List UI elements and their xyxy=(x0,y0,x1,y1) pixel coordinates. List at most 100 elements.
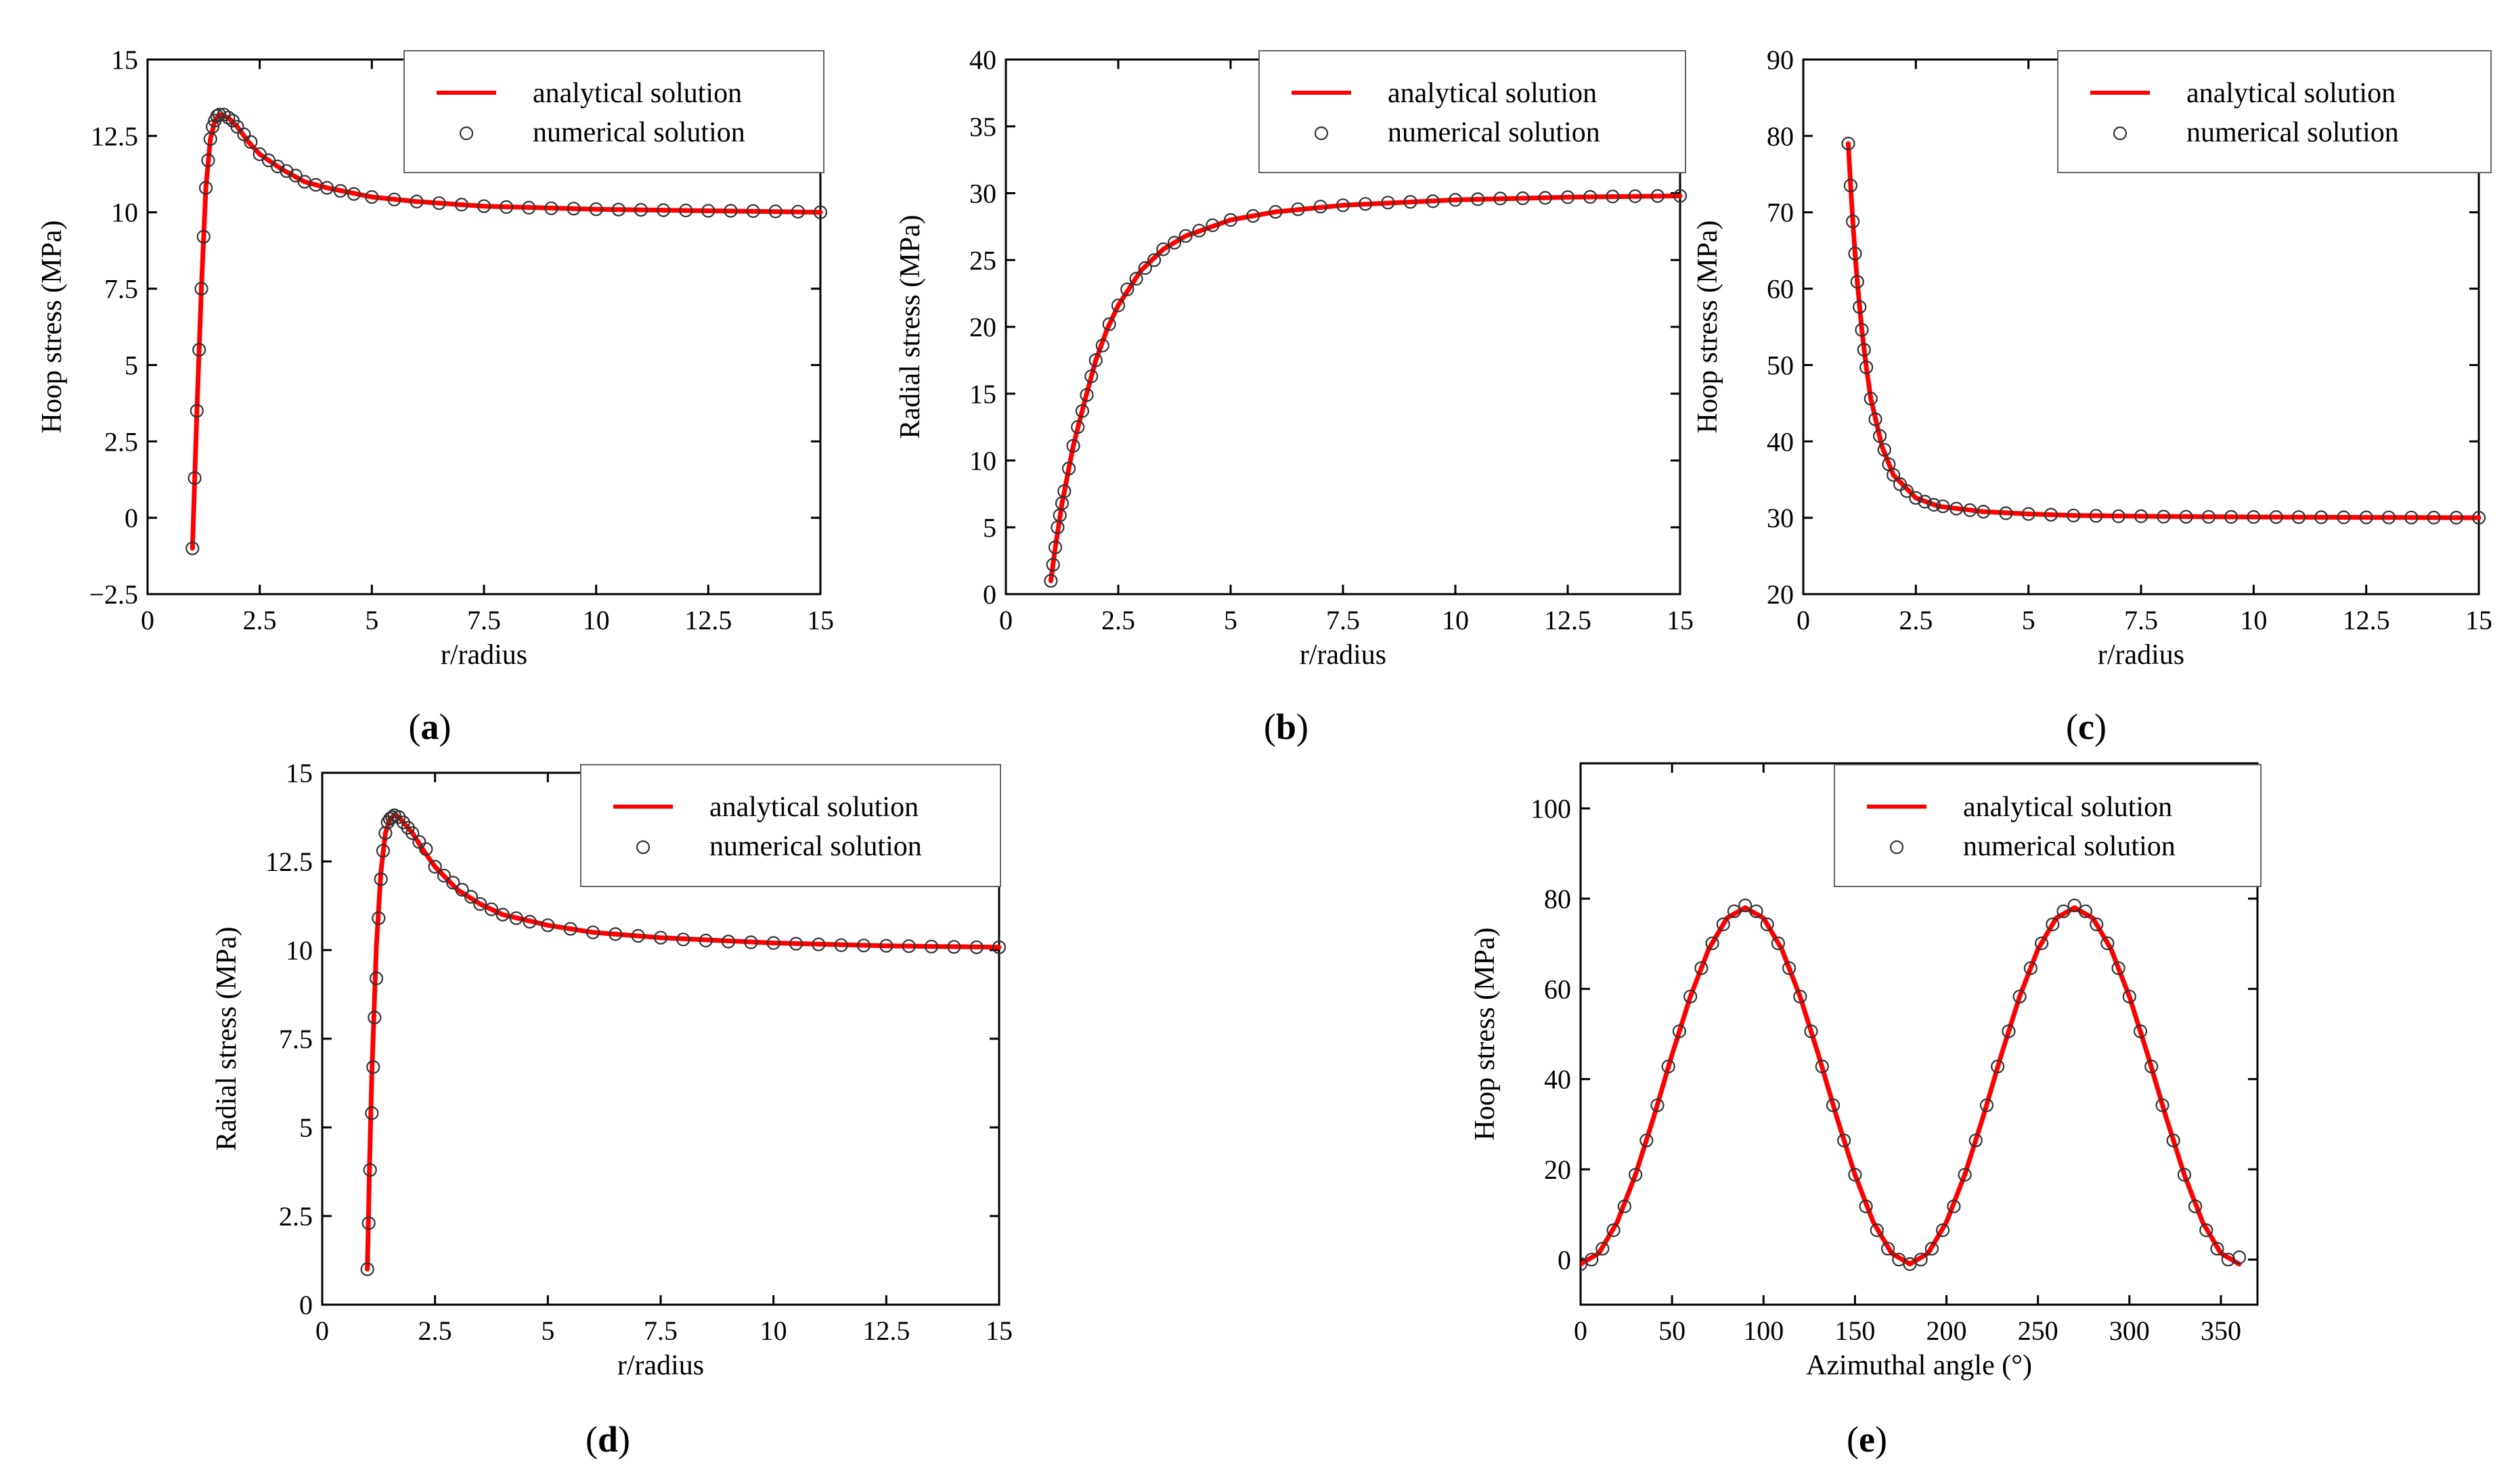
data-point-numerical xyxy=(237,127,251,141)
data-point-numerical xyxy=(2471,510,2486,525)
data-point-numerical xyxy=(1313,200,1327,214)
x-tick-label: 10 xyxy=(760,1316,787,1346)
panel-label: (c) xyxy=(2066,706,2107,747)
data-point-numerical xyxy=(2090,917,2104,932)
panel-label-open: ( xyxy=(586,1419,598,1460)
legend-label-numerical: numerical solution xyxy=(709,831,922,862)
data-point-numerical xyxy=(2078,904,2092,918)
x-axis-label: r/radius xyxy=(2098,639,2184,671)
data-point-numerical xyxy=(1583,189,1597,204)
y-tick-label: 40 xyxy=(1767,426,1794,457)
data-point-numerical xyxy=(2269,510,2283,524)
data-point-numerical xyxy=(902,939,916,953)
data-point-numerical xyxy=(455,882,469,897)
legend-marker-numerical xyxy=(459,126,474,141)
data-point-numerical xyxy=(1493,192,1507,206)
data-point-numerical xyxy=(744,935,758,949)
y-tick-label: 50 xyxy=(1767,350,1794,380)
panel-label-open: ( xyxy=(1264,706,1276,747)
chart-panel-e: 0 50 100 150 200 250 300 350 0 20 40 60 80 100 Azimuth… xyxy=(1470,762,2262,1460)
x-axis-label: Azimuthal angle (°) xyxy=(1806,1350,2032,1381)
legend-label-analytical: analytical solution xyxy=(709,792,919,823)
data-point-numerical xyxy=(947,940,961,954)
data-point-numerical xyxy=(1826,1098,1841,1112)
data-point-numerical xyxy=(1991,1059,2005,1074)
panel-label: (e) xyxy=(1847,1419,1887,1460)
x-tick-label: 15 xyxy=(986,1316,1013,1346)
data-point-numerical xyxy=(589,202,603,217)
data-point-numerical xyxy=(1837,1133,1851,1148)
legend-box xyxy=(580,764,1001,887)
x-tick-label: 2.5 xyxy=(1899,605,1933,635)
y-tick-label: 80 xyxy=(1767,121,1794,152)
data-point-numerical xyxy=(1936,1223,1950,1238)
data-point-numerical xyxy=(1381,196,1395,210)
legend-box xyxy=(2057,50,2492,173)
data-point-numerical xyxy=(634,203,648,217)
data-point-numerical xyxy=(1958,1167,1972,1182)
data-point-numerical xyxy=(746,204,760,218)
data-point-numerical xyxy=(1084,369,1099,384)
panel-label-close: ) xyxy=(439,706,451,747)
data-point-numerical xyxy=(1156,242,1170,256)
data-point-numerical xyxy=(2122,989,2136,1004)
data-point-numerical xyxy=(1857,342,1871,357)
y-axis-label: Hoop stress (MPa) xyxy=(1470,928,1501,1141)
data-point-numerical xyxy=(2157,510,2171,524)
data-point-numerical xyxy=(464,890,479,904)
data-point-numerical xyxy=(428,859,442,874)
plot-area xyxy=(360,808,1007,1276)
data-point-numerical xyxy=(1673,189,1688,203)
data-point-numerical xyxy=(679,203,693,218)
x-axis-label: r/radius xyxy=(1300,639,1386,671)
data-point-numerical xyxy=(1336,198,1350,212)
data-point-numerical xyxy=(924,939,939,953)
data-point-numerical xyxy=(724,204,738,218)
data-point-numerical xyxy=(2359,510,2373,524)
data-point-numerical xyxy=(812,937,826,951)
data-point-numerical xyxy=(1650,1098,1665,1112)
data-point-numerical xyxy=(192,342,206,357)
data-point-numerical xyxy=(1471,192,1485,206)
data-point-numerical xyxy=(1403,195,1417,209)
y-tick-label: 100 xyxy=(1530,794,1571,824)
y-tick-label: 7.5 xyxy=(104,274,138,305)
data-point-numerical xyxy=(360,1262,374,1276)
legend: analytical solution numerical solution xyxy=(2057,50,2492,173)
data-point-numerical xyxy=(412,835,426,849)
series-line-analytical xyxy=(190,112,823,551)
x-tick-label: 0 xyxy=(999,605,1013,635)
data-point-numerical xyxy=(1192,223,1206,238)
data-point-numerical xyxy=(1269,205,1283,219)
data-point-numerical xyxy=(676,932,690,947)
data-point-numerical xyxy=(347,187,361,201)
data-point-numerical xyxy=(2427,510,2441,525)
data-point-numerical xyxy=(2337,510,2351,524)
y-tick-label: 12.5 xyxy=(265,847,313,877)
data-point-numerical xyxy=(477,199,491,213)
data-point-numerical xyxy=(2134,509,2149,524)
data-point-numerical xyxy=(369,971,384,986)
y-tick-label: 10 xyxy=(969,446,996,476)
data-point-numerical xyxy=(1044,574,1058,588)
data-point-numerical xyxy=(834,938,848,952)
panel-label-open: ( xyxy=(409,706,421,747)
data-point-numerical xyxy=(1999,506,2013,520)
legend-label-analytical: analytical solution xyxy=(533,78,742,109)
data-point-numerical xyxy=(454,198,469,212)
y-tick-label: 30 xyxy=(969,179,996,209)
x-tick-label: 10 xyxy=(583,605,610,635)
y-tick-label: 10 xyxy=(286,935,313,966)
panel-label-letter: d xyxy=(598,1419,618,1460)
data-point-numerical xyxy=(1963,503,1977,518)
x-tick-label: 50 xyxy=(1658,1316,1685,1346)
data-point-numerical xyxy=(1804,1024,1818,1039)
plot-area xyxy=(1581,898,2247,1272)
data-point-numerical xyxy=(194,282,208,296)
data-point-numerical xyxy=(1926,497,1941,512)
y-axis-label: Radial stress (MPa) xyxy=(895,215,926,439)
plot-area xyxy=(1841,137,2486,525)
data-point-numerical xyxy=(374,872,388,886)
y-tick-label: 0 xyxy=(299,1290,313,1320)
panel-label-open: ( xyxy=(2066,706,2078,747)
